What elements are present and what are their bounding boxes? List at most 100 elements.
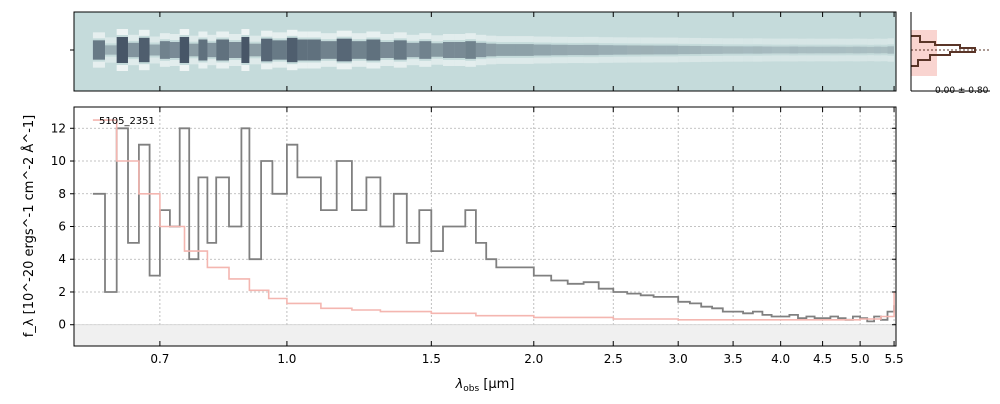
trace-segment <box>613 45 628 55</box>
trace-halo <box>496 36 516 43</box>
trace-segment <box>722 46 734 54</box>
trace-halo <box>533 57 552 64</box>
trace-halo <box>689 37 702 44</box>
trace-segment <box>627 45 641 55</box>
profile-inset-plot <box>911 30 990 76</box>
trace-halo <box>454 34 466 40</box>
trace-halo <box>169 60 180 66</box>
x-tick-label: 4.5 <box>813 352 832 366</box>
trace-halo <box>830 38 839 45</box>
trace-segment <box>351 41 367 59</box>
trace-halo <box>475 59 487 66</box>
series-model-line <box>92 119 895 321</box>
trace-halo <box>583 57 599 64</box>
trace-halo <box>771 38 781 45</box>
trace-halo <box>189 58 199 65</box>
trace-halo <box>880 55 888 62</box>
trace-halo <box>789 55 799 62</box>
axis-ticks <box>70 107 896 346</box>
trace-halo <box>722 38 734 45</box>
trace-segment <box>712 46 723 54</box>
trace-halo <box>465 60 476 67</box>
y-tick-label: 6 <box>58 220 66 234</box>
trace-halo <box>678 37 690 44</box>
trace-halo <box>653 56 667 63</box>
trace-halo <box>515 36 534 43</box>
trace-segment <box>92 40 105 60</box>
trace-segment <box>138 37 150 63</box>
trace-halo <box>159 60 170 67</box>
trace-halo <box>92 61 105 68</box>
trace-segment <box>496 44 516 56</box>
trace-halo <box>806 38 815 45</box>
trace-halo <box>838 38 846 45</box>
trace-halo <box>272 61 287 68</box>
trace-segment <box>169 42 180 58</box>
trace-halo <box>249 35 262 42</box>
trace-segment <box>454 42 466 58</box>
trace-segment <box>431 43 444 57</box>
trace-segment <box>297 39 308 61</box>
trace-halo <box>567 36 584 43</box>
trace-halo <box>640 37 654 44</box>
x-tick-label: 4.0 <box>771 352 790 366</box>
trace-segment <box>207 42 217 58</box>
trace-halo <box>138 29 150 36</box>
trace-halo <box>366 62 381 69</box>
trace-halo <box>701 38 713 45</box>
trace-halo <box>867 55 875 62</box>
trace-halo <box>887 55 895 62</box>
x-tick-labels: 0.7 1.0 1.5 2.0 2.5 3.0 3.5 4.0 4.5 5.0 5.5 <box>150 352 903 366</box>
trace-segment <box>465 41 476 59</box>
trace-halo <box>393 61 407 68</box>
trace-segment <box>743 46 753 54</box>
trace-halo <box>880 38 888 45</box>
trace-halo <box>845 38 853 45</box>
trace-halo <box>653 37 667 44</box>
trace-segment <box>307 39 321 61</box>
trace-halo <box>261 63 273 70</box>
trace-halo <box>149 57 160 64</box>
trace-segment <box>852 46 861 54</box>
trace-halo <box>307 62 321 69</box>
trace-halo <box>249 58 262 65</box>
trace-halo <box>307 31 321 38</box>
y-tick-label: 4 <box>58 252 66 266</box>
trace-segment <box>860 46 868 54</box>
trace-halo <box>286 29 298 36</box>
trace-segment <box>806 46 815 54</box>
trace-segment <box>116 37 128 63</box>
trace-segment <box>653 45 667 55</box>
trace-segment <box>189 43 199 57</box>
trace-segment <box>640 45 654 55</box>
trace-halo <box>852 55 861 62</box>
trace-halo <box>366 31 381 38</box>
x-tick-label: 0.7 <box>150 352 169 366</box>
trace-halo <box>297 31 308 38</box>
trace-halo <box>443 34 455 40</box>
trace-halo <box>116 29 128 35</box>
trace-halo <box>336 30 352 37</box>
y-tick-label: 12 <box>51 121 66 135</box>
trace-halo <box>207 59 217 66</box>
spectrum-2d-background <box>73 11 897 92</box>
trace-halo <box>297 62 308 69</box>
trace-segment <box>867 46 875 54</box>
trace-halo <box>229 60 242 66</box>
trace-segment <box>733 46 744 54</box>
trace-halo <box>149 36 160 43</box>
trace-halo <box>613 37 628 44</box>
trace-segment <box>406 42 420 58</box>
inset-label: 0.00 ± 0.80 <box>935 86 989 96</box>
trace-halo <box>733 55 744 62</box>
trace-halo <box>380 34 394 40</box>
trace-halo <box>104 37 117 44</box>
y-tick-label: 2 <box>58 285 66 299</box>
trace-halo <box>822 38 831 45</box>
trace-segment <box>598 45 614 55</box>
trace-segment <box>249 43 262 57</box>
trace-halo <box>207 34 217 41</box>
trace-halo <box>198 31 208 38</box>
trace-halo <box>261 30 273 37</box>
trace-segment <box>286 37 298 63</box>
